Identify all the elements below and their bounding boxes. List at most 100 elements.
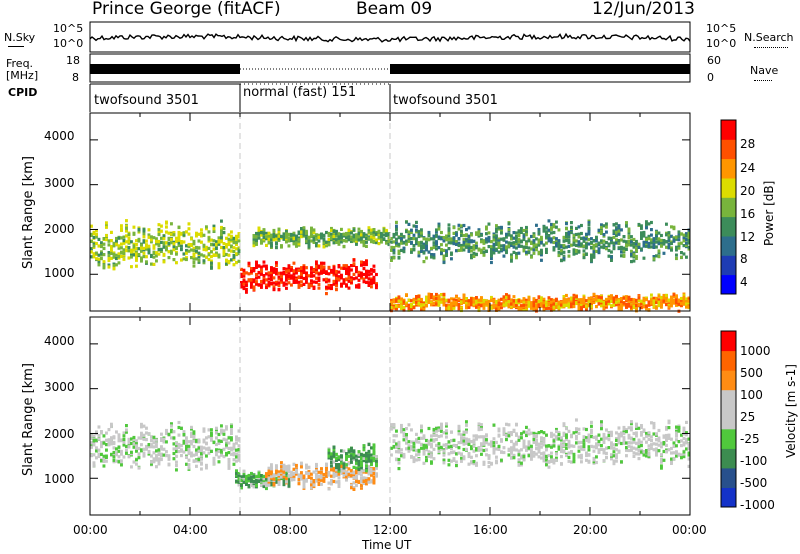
power-data-cell	[280, 280, 283, 284]
vel-data-cell	[105, 431, 108, 435]
power-data-cell	[425, 298, 428, 302]
vel-data-cell	[370, 462, 373, 467]
power-data-cell	[417, 232, 421, 236]
vel-data-cell	[95, 446, 98, 450]
vel-data-cell	[367, 466, 371, 470]
power-data-cell	[312, 234, 316, 238]
power-data-cell	[372, 275, 376, 279]
power-data-cell	[625, 297, 628, 301]
power-data-cell	[267, 241, 271, 245]
vel-data-cell	[90, 434, 93, 438]
vel-data-cell	[320, 482, 323, 486]
power-data-cell	[270, 270, 273, 275]
power-data-cell	[462, 240, 466, 244]
power-data-cell	[490, 252, 493, 256]
power-data-cell	[155, 237, 158, 241]
vel-data-cell	[447, 445, 451, 449]
power-data-cell	[427, 298, 431, 302]
power-data-cell	[355, 242, 358, 246]
power-data-cell	[632, 237, 636, 242]
power-data-cell	[142, 251, 146, 255]
power-data-cell	[640, 226, 643, 230]
power-data-cell	[445, 303, 448, 307]
power-data-cell	[197, 239, 201, 243]
vel-data-cell	[192, 434, 196, 438]
power-data-cell	[597, 248, 601, 252]
power-data-cell	[222, 251, 226, 255]
power-data-cell	[392, 240, 396, 244]
power-data-cell	[515, 254, 518, 258]
power-data-cell	[560, 305, 563, 309]
power-data-cell	[662, 242, 666, 246]
power-data-cell	[292, 272, 296, 276]
power-data-cell	[505, 232, 508, 236]
power-data-cell	[500, 244, 503, 248]
power-data-cell	[457, 227, 461, 231]
nave-tick-top: 60	[707, 54, 721, 67]
vel-data-cell	[350, 446, 353, 450]
power-data-cell	[392, 300, 396, 304]
power-data-cell	[565, 222, 568, 226]
power-data-cell	[382, 233, 386, 237]
power-data-cell	[612, 235, 616, 239]
vel-data-cell	[312, 483, 316, 487]
vel-data-cell	[225, 443, 228, 447]
power-data-cell	[670, 241, 673, 246]
power-data-cell	[645, 298, 648, 302]
vel-data-cell	[327, 448, 331, 452]
vel-data-cell	[337, 476, 341, 480]
power-data-cell	[170, 237, 173, 241]
power-data-cell	[217, 266, 221, 270]
power-data-cell	[310, 229, 313, 233]
power-data-cell	[400, 300, 403, 304]
power-data-cell	[530, 304, 533, 308]
power-data-cell	[590, 306, 593, 310]
power-data-cell	[615, 226, 618, 230]
power-data-cell	[412, 224, 416, 228]
power-data-cell	[587, 300, 591, 304]
vel-data-cell	[205, 441, 208, 445]
vel-data-cell	[417, 436, 421, 440]
vel-data-cell	[175, 445, 178, 449]
power-data-cell	[385, 232, 388, 236]
power-data-cell	[437, 303, 441, 307]
power-data-cell	[260, 233, 263, 237]
vel-data-cell	[272, 477, 276, 481]
vel-data-cell	[122, 431, 126, 435]
power-data-cell	[677, 234, 681, 238]
power-data-cell	[640, 302, 643, 306]
vel-data-cell	[112, 435, 116, 439]
vel-data-cell	[357, 454, 361, 458]
power-data-cell	[320, 261, 323, 265]
power-data-cell	[547, 299, 551, 303]
power-data-cell	[505, 299, 508, 303]
power-data-cell	[672, 225, 676, 229]
power-data-cell	[535, 248, 538, 252]
power-data-cell	[192, 239, 196, 243]
vel-data-cell	[295, 463, 298, 468]
power-data-cell	[120, 254, 123, 258]
vel-data-cell	[362, 454, 366, 458]
power-data-cell	[155, 242, 158, 246]
vel-data-cell	[302, 474, 306, 478]
vel-data-cell	[367, 472, 371, 476]
power-data-cell	[325, 292, 328, 296]
vel-data-cell	[367, 465, 371, 469]
power-data-cell	[407, 234, 411, 239]
power-data-cell	[610, 236, 613, 240]
power-data-cell	[157, 252, 161, 256]
vel-data-cell	[447, 458, 451, 462]
power-data-cell	[500, 302, 503, 306]
power-data-cell	[622, 246, 626, 250]
power-data-cell	[205, 248, 208, 252]
power-data-cell	[572, 252, 576, 256]
power-data-cell	[550, 308, 553, 312]
vel-data-cell	[147, 432, 151, 436]
vel-data-cell	[405, 437, 408, 441]
power-data-cell	[557, 300, 561, 304]
power-data-cell	[620, 297, 623, 301]
power-data-cell	[600, 239, 603, 243]
vel-data-cell	[147, 452, 151, 456]
power-data-cell	[405, 301, 408, 305]
vel-data-cell	[402, 432, 406, 436]
